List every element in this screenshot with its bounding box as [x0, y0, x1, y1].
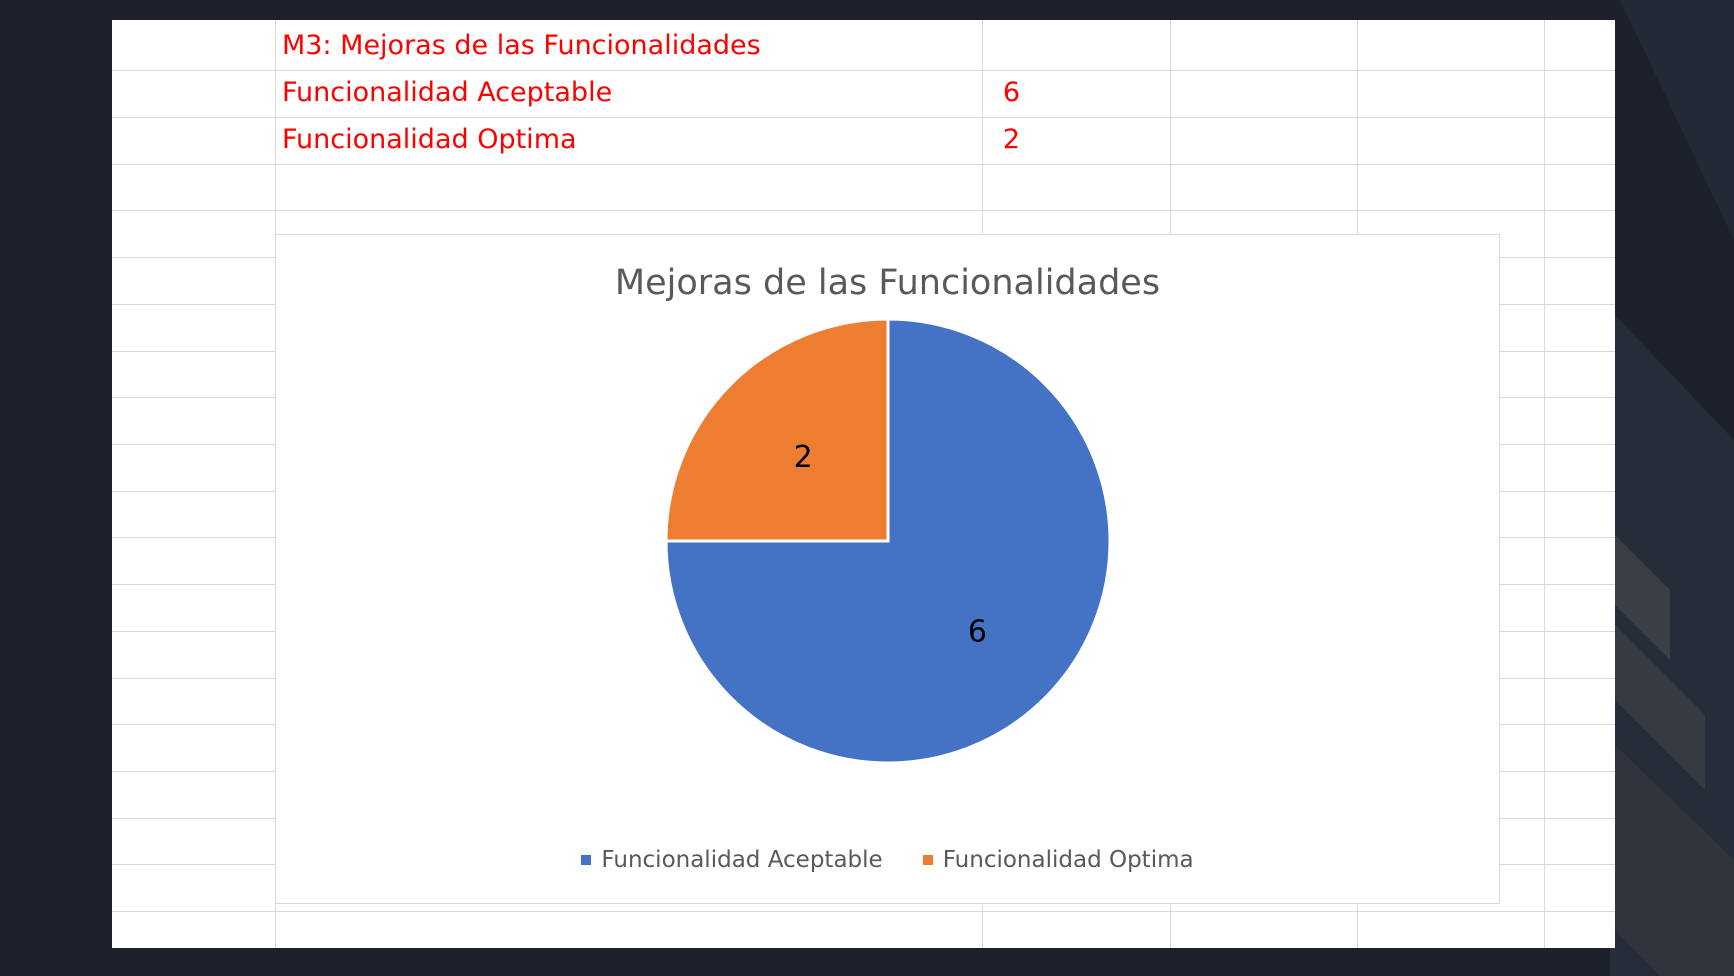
- chart-legend: Funcionalidad Aceptable Funcionalidad Op…: [276, 847, 1499, 873]
- cell-value-optima[interactable]: 2: [1002, 124, 1020, 155]
- data-label-optima: 2: [794, 440, 813, 475]
- legend-item-aceptable: Funcionalidad Aceptable: [581, 847, 883, 873]
- slice-optima[interactable]: [664, 317, 890, 543]
- legend-item-optima: Funcionalidad Optima: [922, 847, 1194, 873]
- pie-chart: 62: [664, 317, 1112, 765]
- cell-label-aceptable[interactable]: Funcionalidad Aceptable: [282, 77, 613, 108]
- chart-title: Mejoras de las Funcionalidades: [614, 263, 1161, 303]
- legend-swatch-aceptable: [581, 855, 592, 865]
- data-label-aceptable: 6: [968, 614, 987, 649]
- legend-label-aceptable: Funcionalidad Aceptable: [601, 847, 883, 873]
- legend-label-optima: Funcionalidad Optima: [942, 847, 1194, 873]
- spreadsheet: M3: Mejoras de las Funcionalidades Funci…: [112, 20, 1615, 948]
- cell-label-optima[interactable]: Funcionalidad Optima: [282, 124, 577, 155]
- cell-heading[interactable]: M3: Mejoras de las Funcionalidades: [282, 30, 761, 61]
- legend-swatch-optima: [922, 855, 933, 865]
- cell-value-aceptable[interactable]: 6: [1002, 77, 1020, 108]
- slice-aceptable[interactable]: [664, 317, 1112, 765]
